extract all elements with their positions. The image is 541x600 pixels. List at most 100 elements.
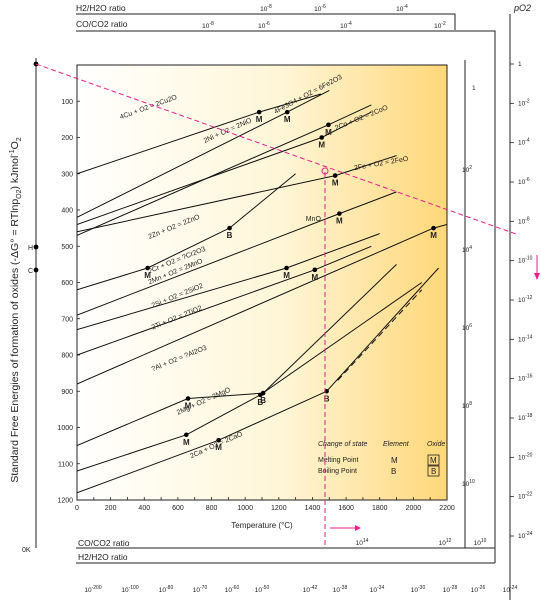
- zero-k-label: 0K: [22, 547, 31, 554]
- transition-point: [216, 437, 221, 443]
- scale-label: 1014: [356, 538, 369, 547]
- oxide-line-segment: [229, 173, 296, 229]
- legend-oxide-b: B: [431, 467, 436, 476]
- scale-label: 10-6: [518, 177, 530, 186]
- bottom-h2-label: H2/H2O ratio: [78, 552, 128, 562]
- scale-label: 10-24: [503, 585, 518, 594]
- scale-label: 10-8: [260, 4, 272, 13]
- transition-point: [312, 267, 318, 273]
- y-tick-label: 600: [61, 280, 73, 287]
- scale-label: 10-50: [255, 585, 270, 594]
- legend-element-b: B: [391, 467, 396, 476]
- transition-label: M: [185, 402, 192, 411]
- legend-element-m: M: [391, 456, 398, 465]
- y-tick-label: 100: [61, 99, 73, 106]
- transition-label: M: [215, 443, 222, 452]
- legend-oxide-title: Oxide: [427, 441, 445, 448]
- transition-label: M: [325, 128, 332, 137]
- scale-label: 106: [462, 323, 472, 332]
- plot-area: [76, 64, 448, 501]
- transition-label: M: [256, 115, 263, 124]
- scale-label: 1: [518, 61, 522, 68]
- scale-label: 10-80: [159, 585, 174, 594]
- oxide-line-segment: [77, 137, 322, 225]
- oxygen-guide-line: [35, 63, 517, 235]
- oxide-line-segment: [77, 267, 148, 291]
- oxide-line-segment: [77, 434, 187, 472]
- oxide-line-segment: [77, 439, 219, 494]
- transition-point: [326, 122, 331, 128]
- oxide-line-segment: [77, 111, 288, 218]
- dashed-extension: [337, 289, 423, 381]
- oxide-line-segment: [187, 392, 264, 399]
- scale-label: 10-30: [411, 585, 426, 594]
- y-tick-label: 800: [61, 353, 73, 360]
- oxide-line-segment: [77, 267, 287, 331]
- po2-arrowhead: [534, 273, 540, 280]
- legend-oxide-m: M: [430, 456, 437, 465]
- oxide-line-segment: [260, 282, 423, 396]
- oxide-line-segment: [77, 111, 260, 175]
- transition-point: [185, 396, 191, 401]
- transition-label: B: [260, 396, 266, 405]
- nomogram-scales: 1 10-2 10-4 10-6 10-8 10-10 10-12 10-14 10-16 10-…: [84, 4, 532, 594]
- transition-point: [256, 109, 262, 115]
- temperature-arrowhead: [355, 525, 361, 531]
- y-tick-label: 900: [61, 389, 73, 396]
- oxide-line-segment: [262, 264, 397, 394]
- scale-label: 10-6: [314, 4, 326, 13]
- x-tick-label: 1200: [271, 505, 287, 512]
- y-tick-label: 1100: [58, 461, 73, 468]
- oxide-line-segment: [186, 394, 261, 436]
- scale-label: 10-70: [193, 585, 208, 594]
- transition-point: [284, 265, 289, 271]
- scale-label: 1012: [439, 538, 452, 547]
- x-tick-label: 200: [105, 505, 117, 512]
- y-tick-label: 1200: [57, 498, 73, 505]
- scale-label: 10-20: [518, 452, 533, 461]
- transition-label: M: [318, 141, 325, 150]
- y-tick-label: 200: [61, 135, 73, 142]
- scale-label: 10-16: [518, 374, 533, 383]
- scale-label: 10-18: [518, 413, 533, 422]
- scale-label: 10-60: [225, 585, 240, 594]
- scale-label: 10-14: [518, 334, 533, 343]
- scale-label: 10-4: [340, 21, 352, 30]
- scale-label: 10-4: [396, 4, 408, 13]
- scale-label: 10-34: [370, 585, 385, 594]
- c-point: [33, 267, 39, 273]
- scale-label: 10-2: [518, 98, 530, 107]
- x-tick-label: 2000: [406, 505, 422, 512]
- x-tick-label: 400: [138, 505, 150, 512]
- y-axis-title: Standard Free Energies of formation of o…: [9, 137, 23, 482]
- legend-boiling-label: Boiling Point: [318, 468, 357, 475]
- oxide-line-segment: [335, 155, 397, 177]
- scale-label: 10-200: [84, 585, 101, 594]
- scale-label: 10-4: [518, 138, 530, 147]
- x-tick-label: 0: [75, 505, 79, 512]
- transition-point: [337, 211, 342, 216]
- x-tick-label: 1400: [305, 505, 321, 512]
- scale-label: 10-8: [202, 21, 214, 30]
- transition-label: M: [283, 271, 290, 280]
- scale-label: 10-22: [518, 492, 533, 501]
- oxide-line-segment: [258, 93, 322, 113]
- y-tick-label: 700: [61, 316, 73, 323]
- oxide-lines: [77, 89, 447, 494]
- oxide-line-segment: [314, 245, 372, 271]
- c-point-label: C: [28, 268, 33, 275]
- transition-label: B: [227, 231, 233, 240]
- scale-label: 10-6: [258, 21, 270, 30]
- legend: Change of state Element Oxide Melting Po…: [318, 441, 445, 477]
- oxide-line-segment: [286, 233, 380, 269]
- scale-label: 102: [462, 165, 472, 174]
- scale-label: 10-100: [121, 585, 138, 594]
- x-axis-title: Temperature (°C): [231, 521, 293, 530]
- transition-point: [284, 109, 290, 115]
- x-tick-label: 2200: [439, 505, 455, 512]
- scale-label: 1010: [462, 479, 475, 488]
- po2-label: pO2: [513, 3, 531, 13]
- guide-overlay: [35, 63, 540, 548]
- y-tick-label: 500: [61, 244, 73, 251]
- scale-label: 104: [462, 245, 472, 254]
